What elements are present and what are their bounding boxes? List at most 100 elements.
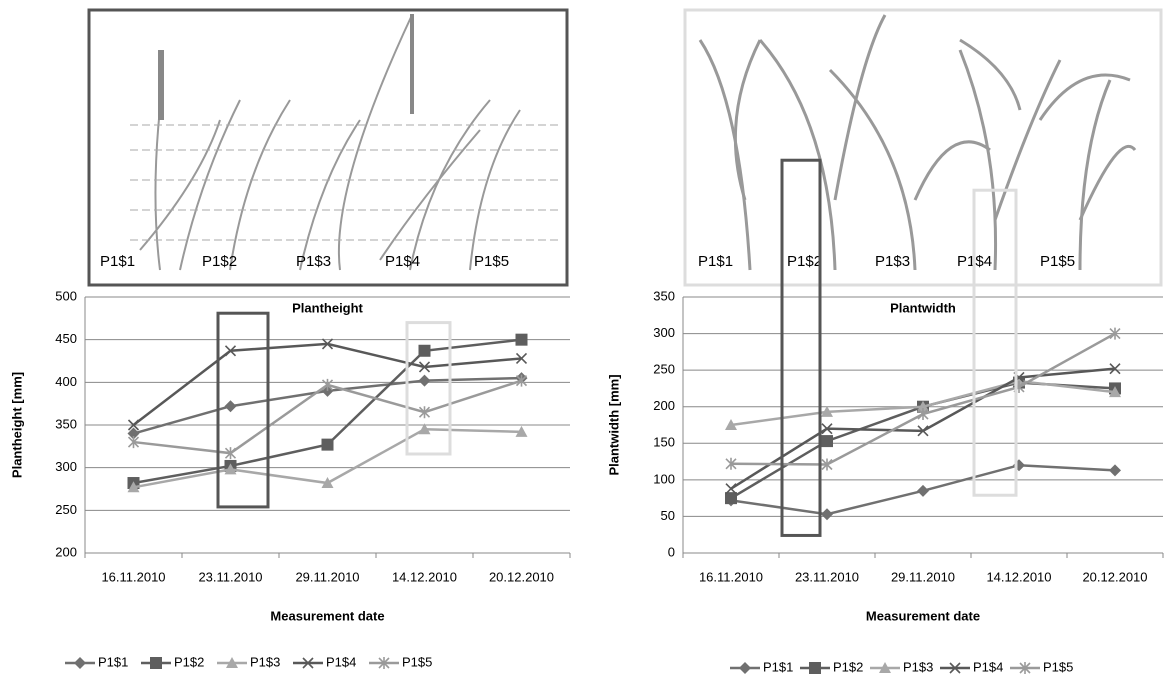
plant-label: P1$2: [787, 253, 822, 270]
marker: [725, 483, 737, 495]
series: [725, 363, 1121, 495]
y-axis-label: Plantheight [mm]: [9, 372, 24, 478]
legend-label: P1$1: [98, 654, 128, 669]
series-line: [133, 338, 522, 485]
series-line: [730, 381, 1116, 500]
highlight-box: [972, 188, 1018, 497]
x-axis-label: Measurement date: [270, 608, 384, 623]
marker: [821, 458, 833, 471]
y-tick-label: 500: [55, 288, 77, 303]
y-tick-label: 300: [55, 459, 77, 474]
plant-label: P1$3: [875, 253, 910, 270]
y-tick-label: 450: [55, 331, 77, 346]
marker: [321, 378, 334, 391]
plant-label: P1$3: [296, 253, 331, 270]
y-tick-label: 0: [668, 544, 675, 559]
highlight-box: [405, 321, 452, 456]
y-tick-label: 350: [653, 288, 675, 303]
x-tick-label: 29.11.2010: [295, 569, 359, 584]
marker: [917, 400, 929, 412]
x-axis-label: Measurement date: [866, 608, 980, 623]
marker: [515, 333, 528, 346]
marker: [821, 435, 833, 448]
legend-label: P1$3: [903, 659, 933, 674]
x-tick-label: 29.11.2010: [891, 569, 955, 584]
marker: [821, 405, 833, 417]
legend-label: P1$4: [326, 654, 356, 669]
chart-title: Plantwidth: [890, 300, 956, 315]
marker: [917, 484, 929, 497]
marker: [917, 408, 929, 421]
series-line: [730, 332, 1116, 466]
title-bg: [886, 300, 960, 316]
plant-label: P1$5: [1040, 253, 1075, 270]
marker: [1109, 327, 1121, 340]
marker: [515, 425, 528, 437]
y-tick-label: 350: [55, 416, 77, 431]
y-tick-label: 200: [653, 398, 675, 413]
legend-marker: [809, 662, 821, 674]
legend-marker: [378, 657, 390, 669]
marker: [224, 400, 237, 413]
marker: [725, 419, 737, 430]
legend-marker: [74, 657, 86, 669]
y-tick-label: 150: [653, 435, 675, 450]
x-tick-label: 20.12.2010: [1082, 569, 1147, 584]
legend-label: P1$4: [973, 659, 1003, 674]
marker: [418, 344, 431, 357]
highlight-box: [216, 311, 270, 509]
marker: [224, 463, 237, 475]
legend-label: P1$5: [1043, 659, 1073, 674]
plant-label: P1$1: [698, 253, 733, 270]
legend-marker: [949, 662, 961, 674]
title-bg: [288, 300, 368, 316]
x-tick-label: 16.11.2010: [699, 569, 763, 584]
chart-title: Plantheight: [292, 300, 363, 315]
marker: [418, 374, 431, 387]
series: [127, 333, 528, 490]
legend-marker: [150, 657, 162, 669]
marker: [321, 438, 334, 451]
x-tick-label: 23.11.2010: [198, 569, 262, 584]
legend-label: P1$5: [402, 654, 432, 669]
x-tick-label: 23.11.2010: [795, 569, 859, 584]
legend-marker: [302, 657, 314, 669]
y-tick-label: 100: [653, 471, 675, 486]
marker: [515, 352, 528, 365]
y-tick-label: 250: [55, 502, 77, 517]
legend-marker: [879, 662, 891, 673]
y-axis-label: Plantwidth [mm]: [606, 374, 621, 475]
marker: [515, 374, 528, 387]
marker: [127, 481, 140, 493]
marker: [917, 425, 929, 437]
x-tick-label: 14.12.2010: [392, 569, 457, 584]
marker: [1109, 363, 1121, 375]
legend-marker: [1019, 662, 1031, 674]
marker: [1109, 386, 1121, 398]
plant-label: P1$1: [100, 253, 135, 270]
series: [725, 327, 1121, 471]
marker: [1109, 464, 1121, 477]
legend-label: P1$2: [833, 659, 863, 674]
marker: [224, 447, 237, 460]
plant-label: P1$4: [385, 253, 420, 270]
y-tick-label: 250: [653, 362, 675, 377]
x-tick-label: 14.12.2010: [986, 569, 1051, 584]
plant-label: P1$5: [474, 253, 509, 270]
legend-label: P1$3: [250, 654, 280, 669]
y-tick-label: 50: [661, 508, 675, 523]
legend-label: P1$2: [174, 654, 204, 669]
marker: [821, 508, 833, 521]
marker: [418, 406, 431, 419]
y-tick-label: 200: [55, 544, 77, 559]
marker: [224, 345, 237, 357]
marker: [418, 423, 431, 435]
series: [127, 338, 528, 431]
plant-image-right: [683, 8, 1163, 287]
x-tick-label: 16.11.2010: [101, 569, 165, 584]
plant-label: P1$2: [202, 253, 237, 270]
series: [725, 375, 1121, 430]
y-tick-label: 300: [653, 325, 675, 340]
marker: [725, 457, 737, 470]
